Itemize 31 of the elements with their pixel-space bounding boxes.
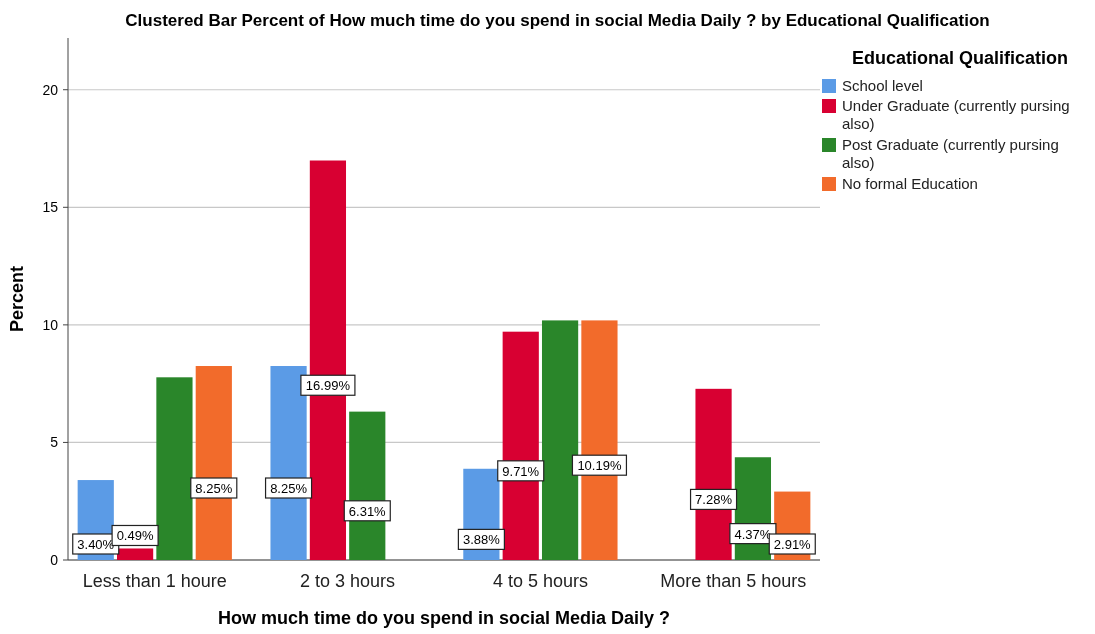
y-tick-label: 20 (42, 81, 59, 98)
x-axis-title: How much time do you spend in social Media Daily ? (217, 608, 671, 628)
data-label: 3.40% (77, 537, 115, 552)
data-label: 9.71% (502, 463, 540, 479)
legend-label: Post Graduate (currently pursing also) (842, 136, 1059, 171)
legend-label: School level (842, 77, 923, 94)
chart-title: Clustered Bar Percent of How much time do you spend in social Media Daily ? by Educational Qualification (125, 11, 990, 30)
y-axis-title: Percent (7, 265, 27, 333)
y-tick-label: 5 (50, 434, 59, 451)
data-label: 2.91% (773, 537, 812, 552)
y-tick-label: 10 (42, 316, 59, 333)
bar (541, 320, 579, 560)
legend-label: Under Graduate (currently pursing also) (842, 97, 1070, 132)
data-label: 16.99% (305, 378, 351, 394)
data-label: 6.31% (348, 503, 387, 519)
data-label: 8.25% (270, 481, 308, 497)
y-tick-label: 0 (50, 552, 59, 568)
legend-label: No formal Education (842, 175, 978, 192)
data-label: 8.25% (195, 481, 233, 497)
y-tick-label: 15 (42, 199, 59, 216)
bar (156, 377, 193, 560)
data-label: 10.19% (577, 458, 622, 474)
x-tick-label: Less than 1 houre (82, 571, 227, 591)
x-tick-label: 4 to 5 hours (492, 571, 588, 591)
x-tick-label: 2 to 3 hours (300, 571, 396, 591)
data-label: 0.49% (116, 528, 154, 544)
legend-title: Educational Qualification (851, 48, 1069, 68)
data-label: 3.88% (462, 532, 501, 548)
x-tick-label: More than 5 hours (660, 571, 807, 591)
data-label: 7.28% (695, 492, 733, 508)
data-label: 4.37% (734, 526, 772, 542)
